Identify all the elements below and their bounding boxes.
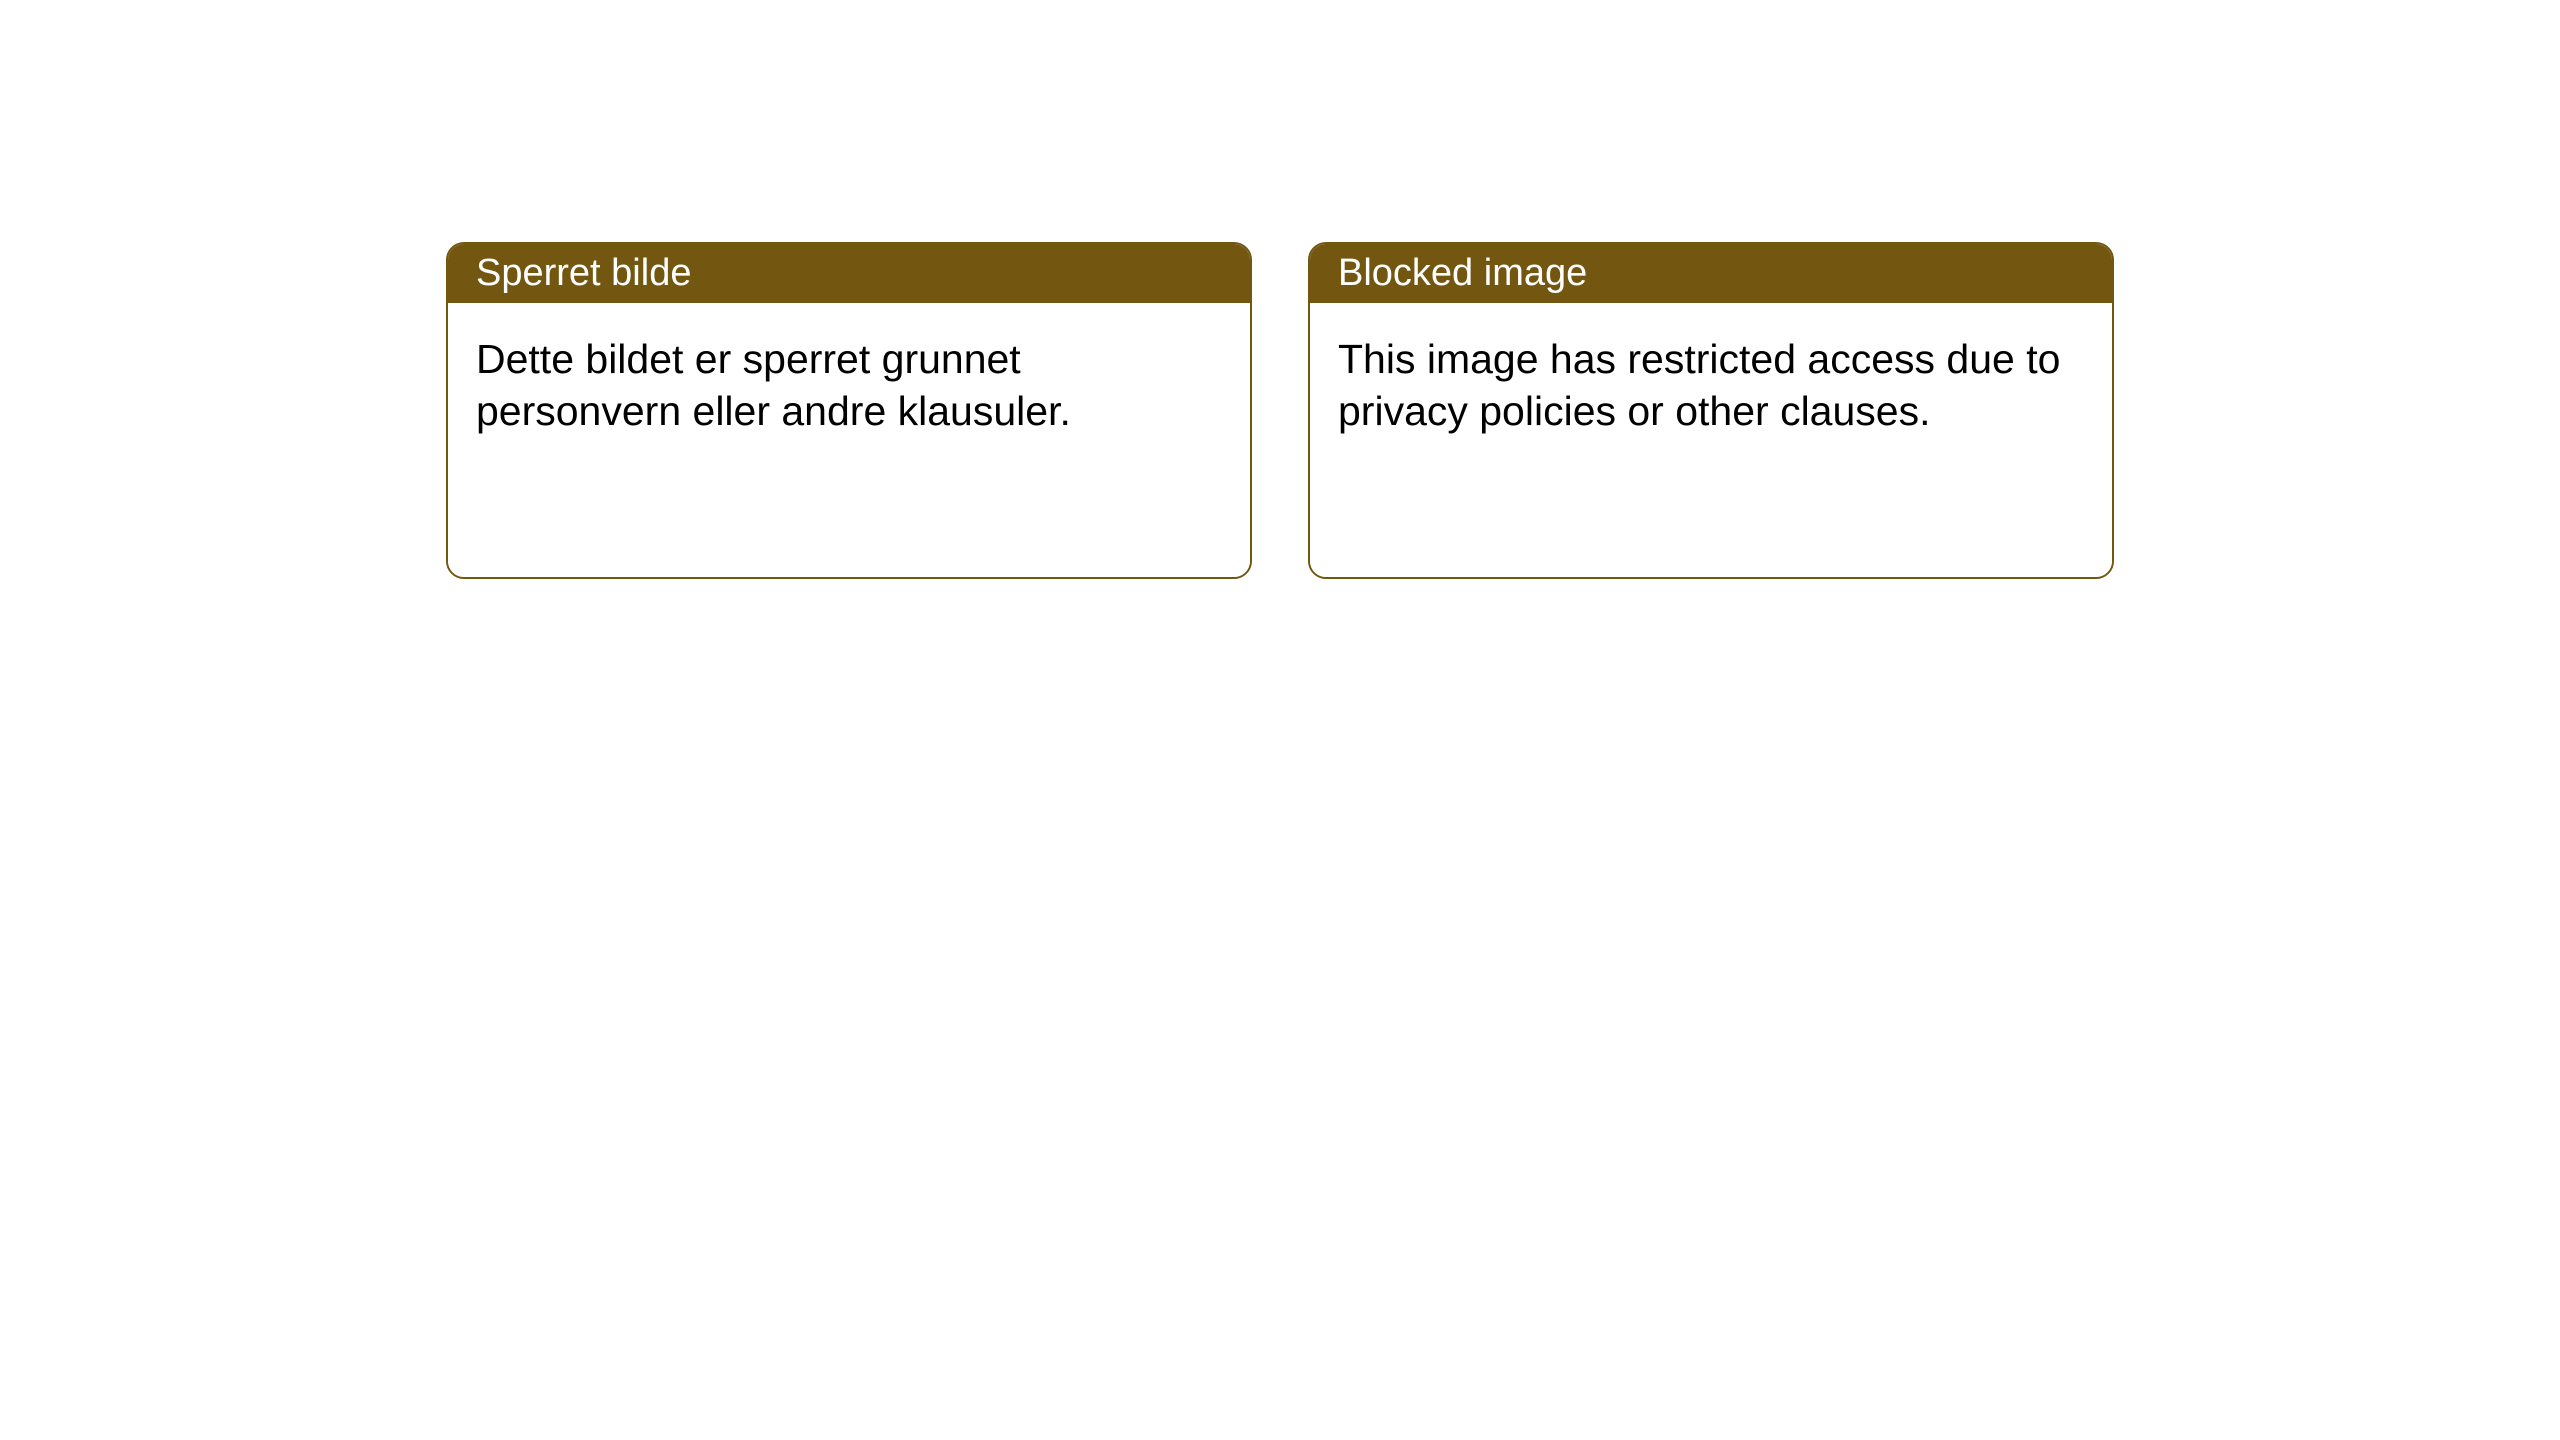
notice-card-body-text: This image has restricted access due to … [1338, 336, 2060, 434]
notice-card-body-text: Dette bildet er sperret grunnet personve… [476, 336, 1071, 434]
notice-card-header: Sperret bilde [448, 244, 1250, 303]
notice-card-en: Blocked image This image has restricted … [1308, 242, 2114, 579]
notice-card-no: Sperret bilde Dette bildet er sperret gr… [446, 242, 1252, 579]
notice-card-body: Dette bildet er sperret grunnet personve… [448, 303, 1250, 577]
notice-card-header: Blocked image [1310, 244, 2112, 303]
notice-cards-container: Sperret bilde Dette bildet er sperret gr… [446, 242, 2114, 579]
notice-card-body: This image has restricted access due to … [1310, 303, 2112, 577]
notice-card-title: Blocked image [1338, 252, 1587, 295]
notice-card-title: Sperret bilde [476, 252, 691, 295]
